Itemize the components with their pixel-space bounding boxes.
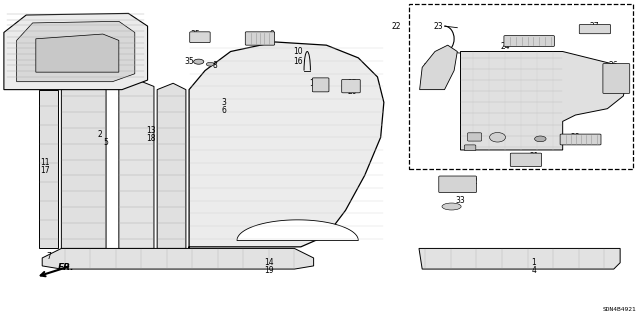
FancyBboxPatch shape (603, 63, 630, 93)
Text: 31: 31 (462, 137, 472, 146)
FancyBboxPatch shape (467, 133, 481, 141)
FancyBboxPatch shape (560, 134, 601, 145)
Text: 2: 2 (97, 130, 102, 138)
Bar (410, 4, 633, 169)
Text: 13: 13 (146, 126, 156, 135)
Ellipse shape (490, 132, 506, 142)
Text: 10: 10 (293, 47, 303, 56)
Polygon shape (461, 51, 627, 150)
Polygon shape (39, 90, 58, 249)
Polygon shape (4, 13, 148, 90)
Polygon shape (419, 249, 620, 269)
Polygon shape (61, 83, 106, 249)
FancyBboxPatch shape (579, 25, 611, 34)
Text: 35: 35 (191, 30, 200, 39)
Polygon shape (17, 21, 135, 82)
Text: 9: 9 (269, 30, 275, 39)
Text: 30: 30 (500, 128, 510, 137)
Text: 5: 5 (104, 137, 109, 146)
Polygon shape (119, 80, 154, 249)
Text: 20: 20 (347, 87, 356, 96)
Text: 19: 19 (264, 266, 274, 275)
Text: 34: 34 (539, 128, 548, 137)
Text: 21: 21 (529, 152, 539, 161)
Text: 26: 26 (609, 61, 619, 70)
Text: 18: 18 (146, 134, 156, 143)
Text: 35: 35 (184, 56, 194, 65)
Text: 6: 6 (222, 106, 227, 115)
FancyBboxPatch shape (189, 32, 210, 43)
Text: 8: 8 (212, 61, 217, 70)
Text: 11: 11 (41, 158, 50, 167)
FancyBboxPatch shape (245, 32, 275, 45)
Text: 3: 3 (222, 98, 227, 107)
Text: 27: 27 (590, 22, 600, 31)
Text: 12: 12 (309, 79, 318, 88)
FancyBboxPatch shape (465, 145, 476, 151)
Text: 32: 32 (468, 177, 478, 186)
Ellipse shape (442, 203, 461, 210)
Text: 28: 28 (571, 133, 580, 142)
FancyBboxPatch shape (439, 176, 476, 193)
Text: 15: 15 (347, 79, 356, 88)
Polygon shape (189, 42, 384, 249)
Polygon shape (36, 34, 119, 72)
Text: 4: 4 (531, 266, 536, 275)
Text: 16: 16 (293, 56, 303, 65)
Polygon shape (157, 83, 186, 249)
Text: 1: 1 (532, 258, 536, 267)
Text: 22: 22 (392, 22, 401, 31)
Text: 24: 24 (500, 42, 510, 51)
FancyBboxPatch shape (342, 79, 360, 93)
Circle shape (193, 59, 204, 64)
Polygon shape (420, 45, 458, 90)
Text: 23: 23 (433, 22, 443, 31)
FancyBboxPatch shape (312, 78, 329, 92)
Text: 7: 7 (46, 252, 51, 261)
Polygon shape (42, 249, 314, 269)
FancyBboxPatch shape (510, 153, 541, 167)
Text: SDN4B4921: SDN4B4921 (602, 307, 636, 312)
Text: 25: 25 (424, 63, 433, 72)
Text: 29: 29 (468, 126, 478, 135)
Text: 33: 33 (456, 196, 465, 205)
Text: 17: 17 (40, 166, 50, 175)
Text: 14: 14 (264, 258, 274, 267)
Polygon shape (237, 220, 358, 241)
Circle shape (534, 136, 546, 142)
Text: FR.: FR. (58, 263, 74, 272)
Circle shape (206, 62, 214, 66)
FancyBboxPatch shape (504, 36, 554, 47)
